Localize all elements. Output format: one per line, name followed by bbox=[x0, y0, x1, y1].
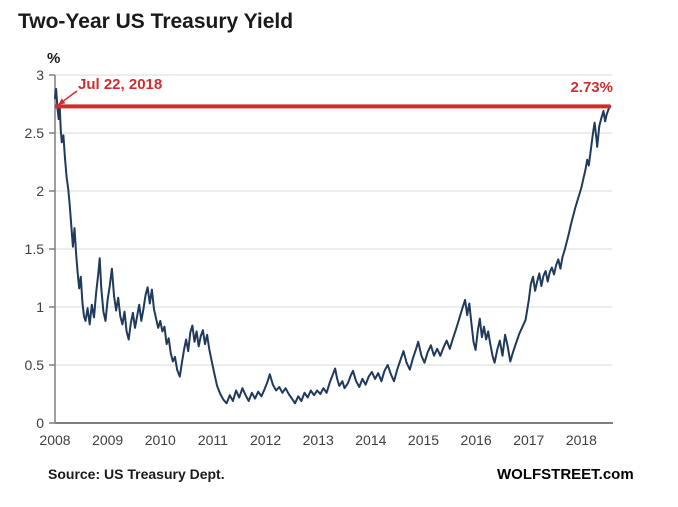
brand-watermark: WOLFSTREET.com bbox=[497, 466, 634, 483]
x-tick-label: 2013 bbox=[302, 432, 334, 448]
x-tick-label: 2011 bbox=[197, 432, 228, 448]
y-tick-label: 2 bbox=[36, 183, 44, 199]
x-tick-label: 2012 bbox=[249, 432, 282, 448]
annotation-arrow-head bbox=[58, 98, 66, 105]
x-tick-label: 2009 bbox=[92, 432, 124, 448]
yield-line-series bbox=[54, 87, 612, 405]
x-tick-label: 2017 bbox=[513, 432, 545, 448]
y-tick-label: 1.5 bbox=[24, 241, 44, 257]
x-tick-label: 2015 bbox=[407, 432, 440, 448]
y-axis-unit-label: % bbox=[47, 50, 61, 67]
highlight-date-annotation: Jul 22, 2018 bbox=[78, 76, 163, 93]
y-tick-label: 3 bbox=[36, 67, 44, 83]
x-tick-label: 2016 bbox=[460, 432, 492, 448]
x-tick-label: 2010 bbox=[144, 432, 176, 448]
y-tick-label: 0 bbox=[36, 415, 44, 431]
y-tick-label: 2.5 bbox=[24, 125, 44, 141]
y-tick-label: 0.5 bbox=[24, 357, 44, 373]
y-tick-label: 1 bbox=[36, 299, 44, 315]
annotation-arrow-shaft bbox=[63, 90, 78, 102]
highlight-value-annotation: 2.73% bbox=[570, 79, 613, 96]
x-tick-label: 2014 bbox=[355, 432, 387, 448]
source-note: Source: US Treasury Dept. bbox=[48, 466, 225, 482]
chart-title: Two-Year US Treasury Yield bbox=[18, 10, 294, 33]
x-tick-label: 2018 bbox=[565, 432, 597, 448]
x-tick-label: 2008 bbox=[39, 432, 71, 448]
